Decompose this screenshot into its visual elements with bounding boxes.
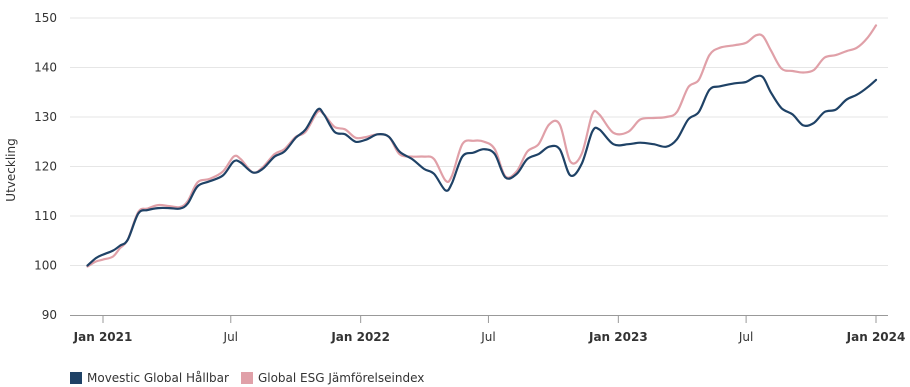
- y-axis: 90 100 110 120 130 140 150: [34, 11, 57, 322]
- legend-swatch-series-1: [240, 372, 253, 384]
- x-tick-label-5: Jul: [738, 330, 753, 344]
- x-tick-label-1: Jul: [223, 330, 238, 344]
- y-tick-label-130: 130: [34, 110, 57, 124]
- series-lines: [86, 24, 878, 268]
- series-line-1[interactable]: [86, 24, 878, 268]
- y-tick-label-150: 150: [34, 11, 57, 25]
- y-tick-label-90: 90: [42, 308, 57, 322]
- legend-label-series-1: Global ESG Jämförelseindex: [257, 371, 425, 385]
- x-axis: Jan 2021 Jul Jan 2022 Jul Jan 2023 Jul Jan 202…: [70, 315, 905, 344]
- y-tick-label-100: 100: [34, 259, 57, 273]
- legend-swatch-series-0: [70, 372, 82, 384]
- y-tick-label-120: 120: [34, 160, 57, 174]
- x-tick-label-2: Jan 2022: [330, 330, 390, 344]
- x-tick-label-4: Jan 2023: [588, 330, 648, 344]
- x-tick-label-3: Jul: [480, 330, 495, 344]
- x-tick-label-6: Jan 2024: [846, 330, 906, 344]
- legend: Movestic Global Hållbar Global ESG Jämfö…: [70, 371, 424, 385]
- legend-label-series-0: Movestic Global Hållbar: [87, 371, 229, 385]
- legend-item-series-1[interactable]: Global ESG Jämförelseindex: [240, 371, 425, 385]
- y-tick-label-110: 110: [34, 209, 57, 223]
- legend-item-series-0[interactable]: Movestic Global Hållbar: [70, 371, 229, 385]
- x-tick-label-0: Jan 2021: [73, 330, 133, 344]
- series-line-0[interactable]: [86, 74, 878, 267]
- y-tick-label-140: 140: [34, 61, 57, 75]
- y-axis-title: Utveckling: [4, 138, 18, 201]
- grid-lines: [70, 17, 888, 266]
